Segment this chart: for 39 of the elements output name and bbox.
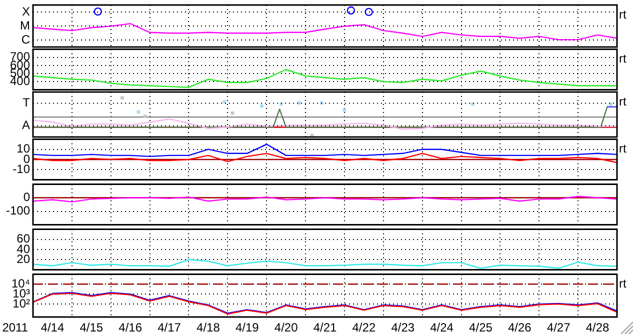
x-tick-label: 4/21	[313, 320, 337, 334]
point	[143, 114, 147, 118]
x-tick-label: 4/26	[508, 320, 532, 334]
point	[222, 100, 226, 104]
y-tick-label: -100	[6, 204, 30, 218]
x-tick-label: 4/15	[80, 320, 104, 334]
x-tick-label: 4/19	[235, 320, 260, 334]
y2-axis-title: rt	[619, 276, 627, 291]
point	[280, 102, 283, 106]
point	[230, 111, 234, 115]
text: A	[22, 118, 30, 132]
text: X	[22, 4, 30, 18]
x-tick-label: 4/20	[274, 320, 298, 334]
point	[608, 102, 612, 106]
x-tick-label: 4/23	[391, 320, 415, 334]
point	[260, 104, 264, 108]
point	[342, 108, 346, 112]
x-tick-label: 4/24	[430, 320, 454, 334]
text: M	[20, 18, 30, 32]
x-tick-label: 4/17	[158, 320, 182, 334]
x-tick-label: 4/27	[546, 320, 571, 334]
x-tick-label: 4/14	[40, 320, 64, 334]
point	[136, 110, 140, 114]
y2-axis-title: rt	[619, 52, 627, 66]
y-tick-label: 0	[23, 190, 30, 204]
point	[470, 102, 474, 106]
x-tick-label: 4/28	[586, 320, 610, 334]
y2-axis-title: rt	[619, 94, 627, 108]
x-tick-label: 4/25	[469, 320, 493, 334]
x-tick-label: 4/16	[118, 320, 142, 334]
x-axis-title: 2011	[2, 320, 28, 334]
point	[120, 96, 124, 100]
text: C	[21, 32, 30, 46]
x-tick-label: 4/18	[196, 320, 220, 334]
text: T	[22, 96, 31, 110]
x-tick-label: 4/22	[352, 320, 376, 334]
y2-axis-title: rt	[619, 142, 627, 156]
y2-axis-title: rt	[619, 7, 627, 22]
point	[320, 101, 324, 105]
